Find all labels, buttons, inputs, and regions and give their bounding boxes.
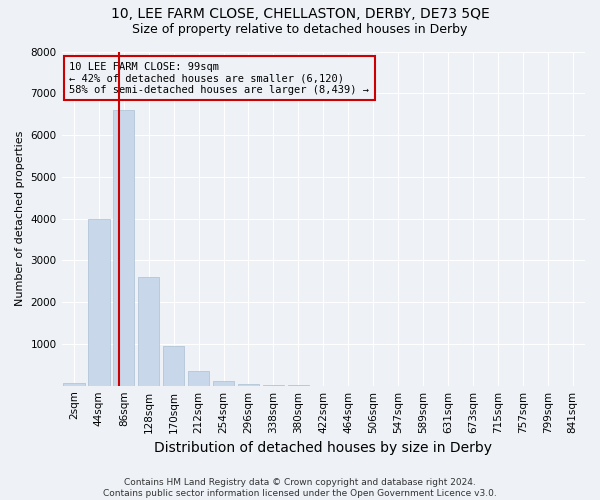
Bar bbox=[263, 385, 284, 386]
Text: 10, LEE FARM CLOSE, CHELLASTON, DERBY, DE73 5QE: 10, LEE FARM CLOSE, CHELLASTON, DERBY, D… bbox=[110, 8, 490, 22]
Bar bbox=[238, 384, 259, 386]
Y-axis label: Number of detached properties: Number of detached properties bbox=[15, 131, 25, 306]
Text: 10 LEE FARM CLOSE: 99sqm
← 42% of detached houses are smaller (6,120)
58% of sem: 10 LEE FARM CLOSE: 99sqm ← 42% of detach… bbox=[70, 62, 370, 94]
Bar bbox=[113, 110, 134, 386]
X-axis label: Distribution of detached houses by size in Derby: Distribution of detached houses by size … bbox=[154, 441, 492, 455]
Bar bbox=[213, 381, 234, 386]
Bar bbox=[64, 383, 85, 386]
Bar bbox=[163, 346, 184, 386]
Bar bbox=[88, 218, 110, 386]
Text: Size of property relative to detached houses in Derby: Size of property relative to detached ho… bbox=[133, 22, 467, 36]
Bar bbox=[138, 277, 160, 386]
Bar bbox=[188, 371, 209, 386]
Text: Contains HM Land Registry data © Crown copyright and database right 2024.
Contai: Contains HM Land Registry data © Crown c… bbox=[103, 478, 497, 498]
